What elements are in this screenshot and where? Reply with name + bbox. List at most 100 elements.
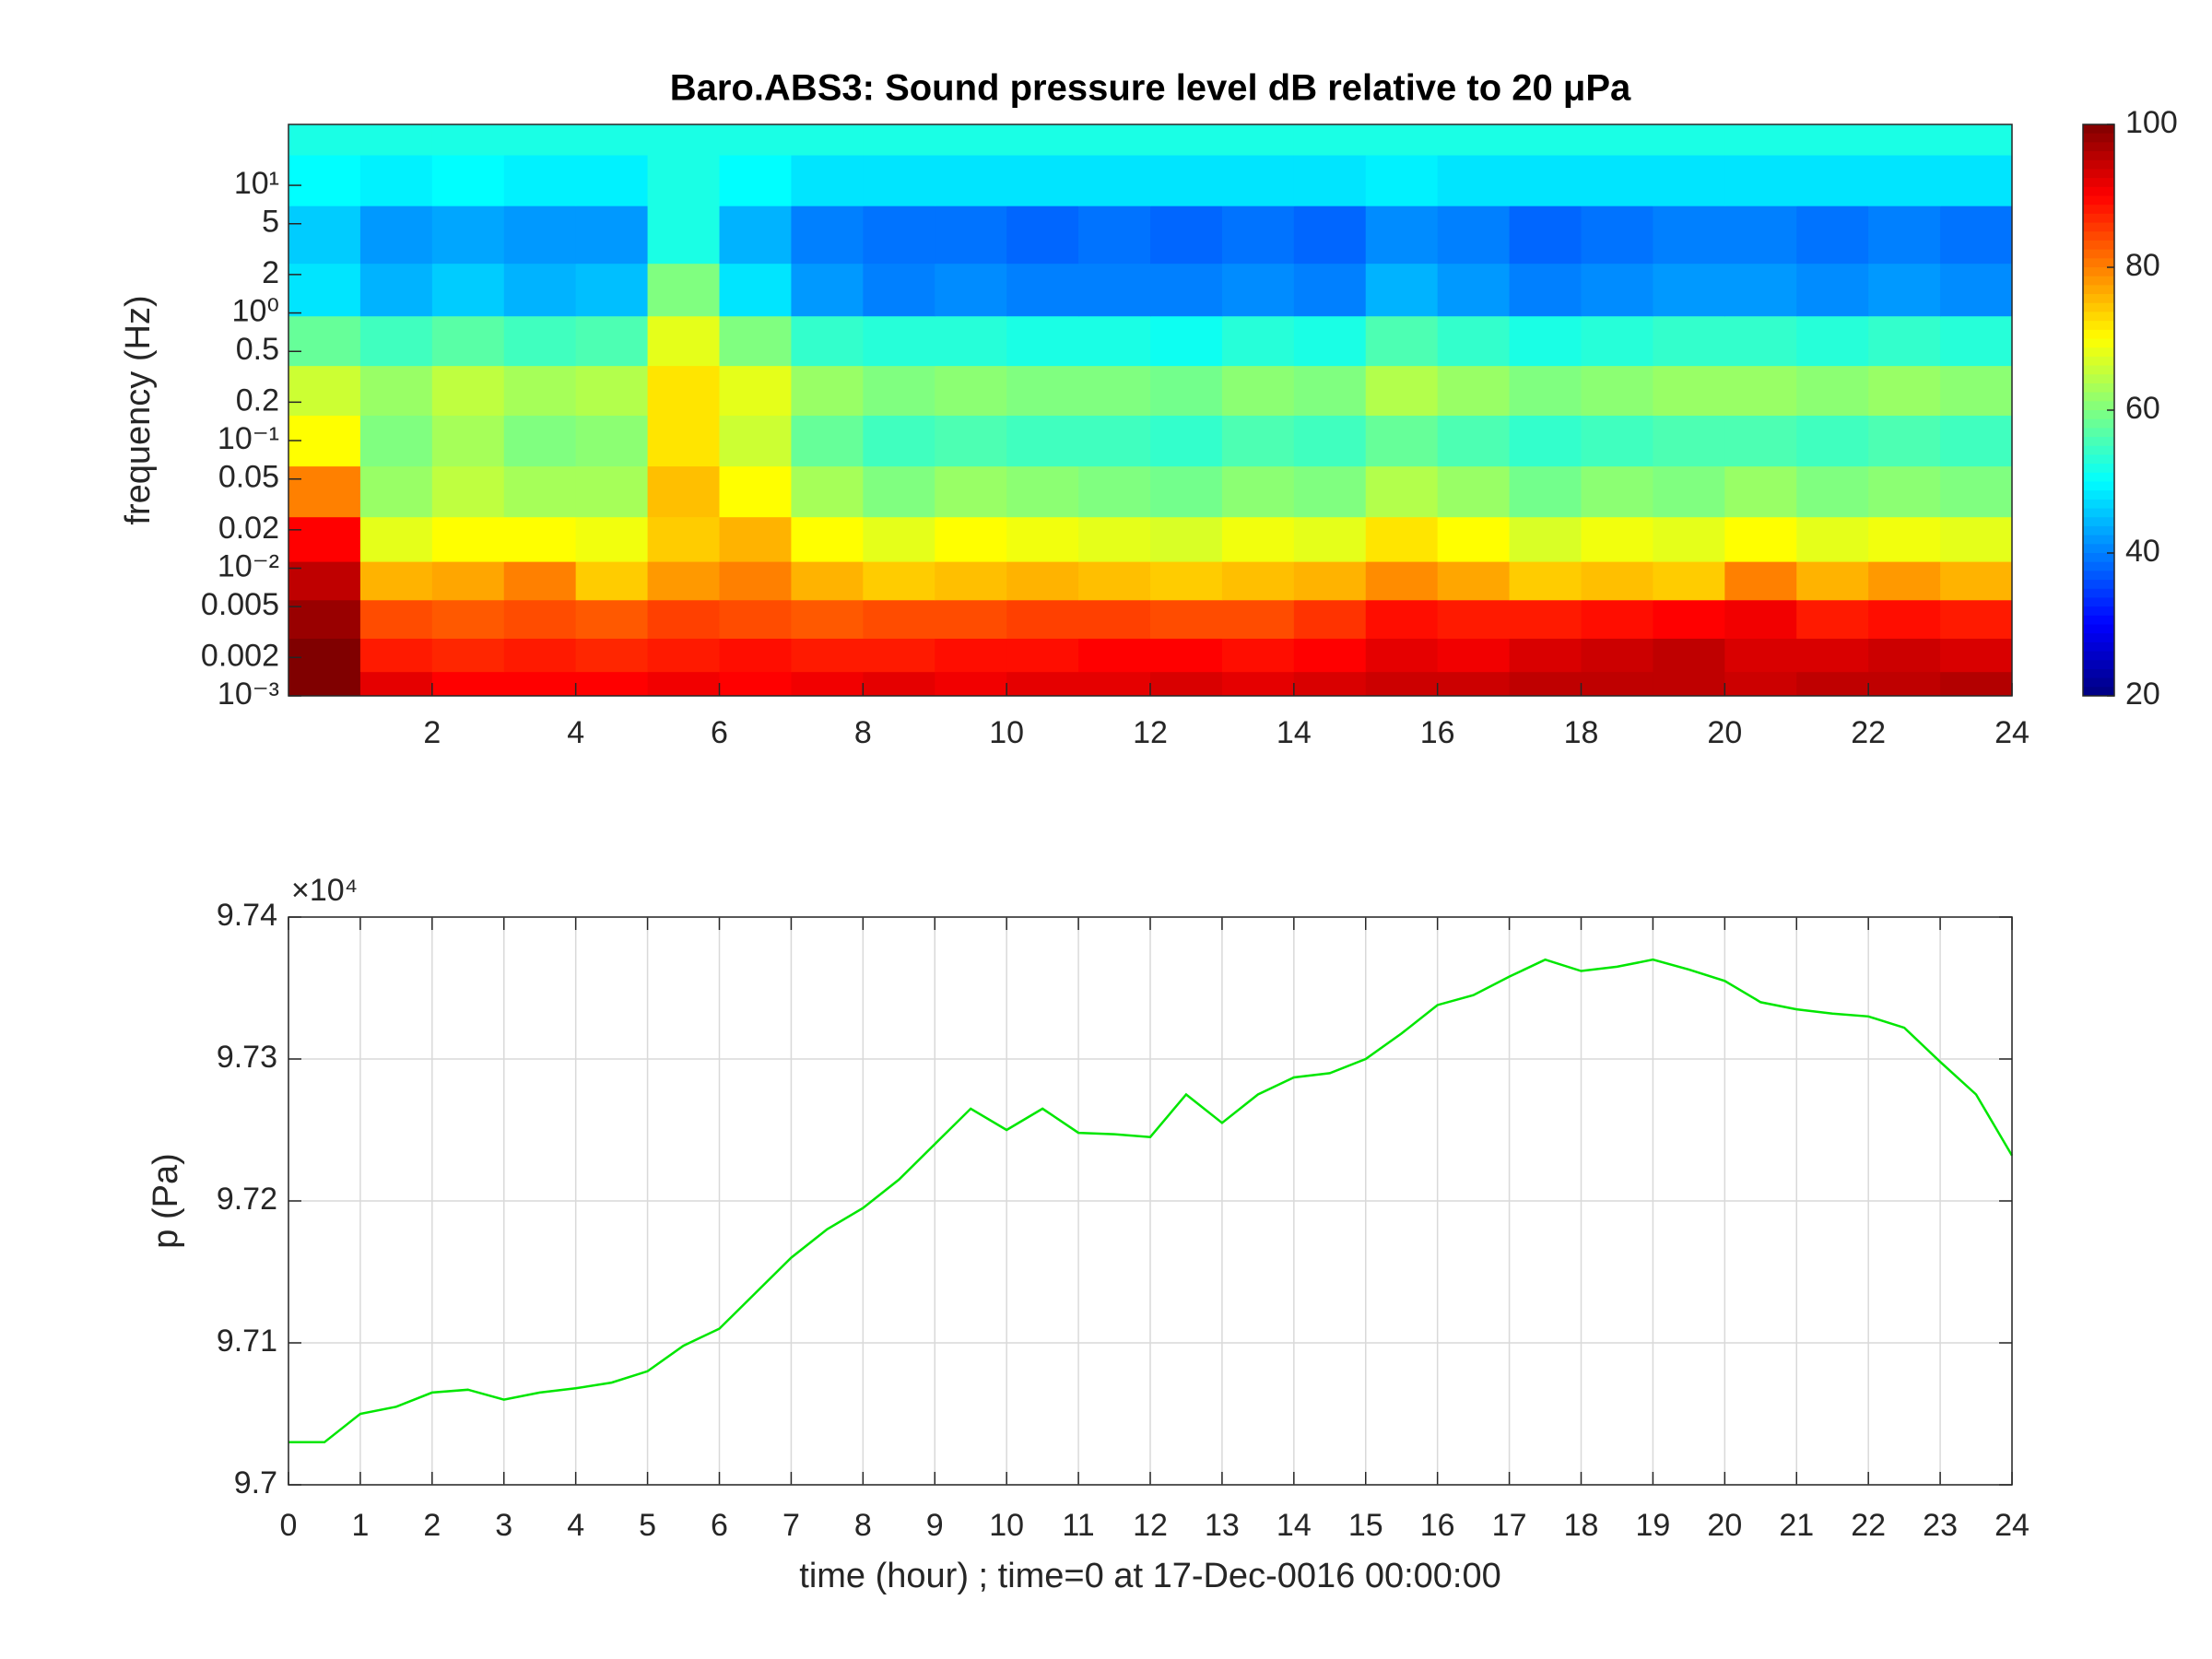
heat-cell (1940, 599, 2013, 639)
heat-cell (1437, 516, 1511, 562)
y-tick-label: 10¹ (234, 166, 279, 201)
heat-cell (1221, 315, 1295, 367)
colorbar-swatch (2083, 660, 2114, 670)
heat-cell (1365, 263, 1439, 317)
y-tick-label: 0.05 (218, 460, 279, 495)
x-tick-label: 15 (1348, 1508, 1383, 1543)
heat-cell (935, 365, 1007, 416)
colorbar-swatch (2083, 437, 2114, 447)
heat-cell (791, 124, 864, 156)
colorbar-tick-label: 60 (2125, 391, 2160, 426)
heat-cell (1437, 155, 1511, 206)
heat-cell (1509, 206, 1582, 265)
heat-cell (791, 365, 864, 416)
heat-cell (719, 516, 792, 562)
heat-cell (288, 516, 361, 562)
heat-cell (1940, 263, 2013, 317)
heat-cell (288, 315, 361, 367)
heat-cell (1653, 206, 1725, 265)
x-tick-label: 3 (495, 1508, 512, 1543)
heat-cell (1940, 671, 2013, 697)
heat-cell (288, 599, 361, 639)
heat-cell (1006, 599, 1079, 639)
heat-cell (1724, 263, 1797, 317)
heat-cell (1221, 561, 1295, 601)
colorbar-swatch (2083, 580, 2114, 590)
heat-cell (1796, 465, 1869, 518)
heat-cell (935, 599, 1007, 639)
heat-cell (288, 155, 361, 206)
heat-cell (1509, 671, 1582, 697)
heat-cell (575, 561, 649, 601)
y-tick-label: 0.02 (218, 511, 279, 546)
heat-cell (935, 315, 1007, 367)
heat-cell (935, 561, 1007, 601)
heat-cell (1078, 599, 1151, 639)
heat-cell (359, 124, 433, 156)
x-tick-label: 23 (1923, 1508, 1958, 1543)
heat-cell (719, 365, 792, 416)
heat-cell (935, 671, 1007, 697)
heat-cell (863, 516, 935, 562)
heat-cell (1724, 561, 1797, 601)
heat-cell (1796, 124, 1869, 156)
heat-cell (1078, 671, 1151, 697)
heat-cell (575, 124, 649, 156)
y-tick-label: 9.74 (217, 898, 277, 933)
colorbar-swatch (2083, 499, 2114, 510)
heat-cell (647, 415, 720, 467)
heat-cell (1868, 124, 1941, 156)
x-tick-label: 6 (711, 715, 728, 750)
heat-cell (1581, 465, 1653, 518)
heat-cell (1150, 465, 1223, 518)
heat-cell (431, 671, 505, 697)
heat-cell (431, 465, 505, 518)
colorbar-swatch (2083, 401, 2114, 411)
heat-cell (503, 415, 577, 467)
heat-cell (288, 671, 361, 697)
heat-cell (1796, 561, 1869, 601)
heat-cell (503, 638, 577, 673)
heat-cell (1221, 599, 1295, 639)
colorbar-swatch (2083, 159, 2114, 170)
heat-cell (1150, 599, 1223, 639)
heat-cell (1509, 561, 1582, 601)
heat-cell (1796, 315, 1869, 367)
colorbar-swatch (2083, 195, 2114, 206)
heat-cell (1078, 638, 1151, 673)
heat-cell (1221, 155, 1295, 206)
heat-cell (431, 638, 505, 673)
heat-cell (863, 415, 935, 467)
heat-cell (863, 124, 935, 156)
x-tick-label: 12 (1133, 1508, 1168, 1543)
heat-cell (288, 365, 361, 416)
heat-cell (1006, 155, 1079, 206)
heat-cell (1868, 155, 1941, 206)
x-tick-label: 4 (567, 1508, 584, 1543)
heat-cell (1940, 155, 2013, 206)
heat-cell (1653, 263, 1725, 317)
heat-cell (1724, 638, 1797, 673)
x-tick-label: 7 (782, 1508, 800, 1543)
heat-cell (1653, 561, 1725, 601)
heat-cell (1868, 415, 1941, 467)
colorbar-swatch (2083, 321, 2114, 331)
x-tick-label: 12 (1133, 715, 1168, 750)
axes-box (288, 916, 2013, 1486)
heat-cell (1653, 599, 1725, 639)
heat-cell (791, 465, 864, 518)
heat-cell (791, 561, 864, 601)
colorbar-swatch (2083, 445, 2114, 455)
heat-cell (647, 671, 720, 697)
heat-cell (1293, 671, 1367, 697)
heat-cell (719, 124, 792, 156)
colorbar-swatch (2083, 312, 2114, 322)
heat-cell (1509, 465, 1582, 518)
colorbar-swatch (2083, 481, 2114, 491)
heat-cell (1150, 263, 1223, 317)
heat-cell (359, 638, 433, 673)
heat-cell (647, 465, 720, 518)
y-tick-label: 10⁰ (232, 294, 279, 329)
heat-cell (863, 263, 935, 317)
heat-cell (1868, 465, 1941, 518)
